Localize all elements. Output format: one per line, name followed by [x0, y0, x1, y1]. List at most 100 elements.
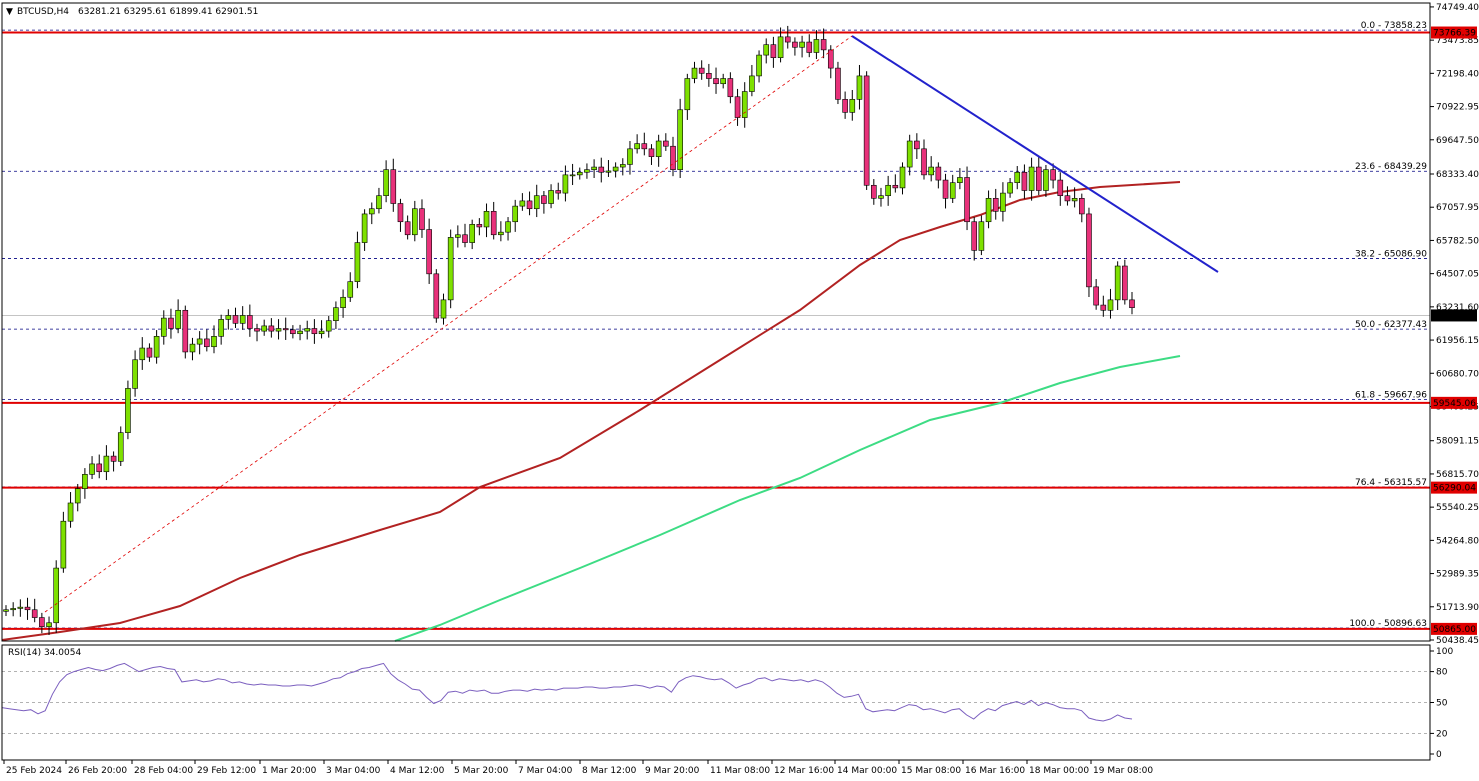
candle-body — [1000, 192, 1006, 212]
rsi-tick-label: 50 — [1436, 699, 1448, 709]
candle-body — [648, 148, 655, 157]
price-tick-label: 69647.50 — [1436, 136, 1479, 146]
candle-body — [770, 44, 777, 58]
candle-body — [1129, 299, 1135, 308]
price-tick-label: 64507.05 — [1436, 270, 1479, 280]
candle-body — [139, 347, 146, 361]
candle-body — [598, 166, 605, 173]
candle-body — [505, 221, 511, 233]
candle-body — [741, 91, 748, 118]
candle-body — [325, 320, 332, 332]
level-price-badge — [1431, 481, 1477, 494]
candle-body — [304, 328, 311, 332]
candle-body — [333, 307, 339, 321]
candle-body — [39, 617, 45, 627]
candle-body — [390, 169, 397, 204]
candle-body — [1071, 198, 1078, 202]
candle-body — [189, 343, 196, 353]
fibo-level-label: 23.6 - 68439.29 — [1355, 162, 1427, 172]
candle-body — [196, 338, 203, 345]
header-triangle: ▼ — [6, 7, 13, 17]
price-tick-label: 51713.90 — [1436, 603, 1479, 613]
candle-body — [1100, 304, 1107, 311]
price-tick-label: 60680.70 — [1436, 369, 1479, 379]
candle-body — [168, 317, 174, 329]
candle-body — [548, 190, 554, 204]
candle-body — [619, 164, 626, 168]
candle-body — [275, 328, 282, 332]
time-tick-label: 3 Mar 04:00 — [326, 766, 381, 776]
rsi-label: RSI(14) 34.0054 — [8, 648, 81, 658]
candle-body — [1086, 213, 1092, 288]
level-price-text: 59545.06 — [1433, 399, 1476, 409]
candle-body — [792, 41, 798, 48]
price-tick-label: 56815.70 — [1436, 470, 1479, 480]
candle-body — [914, 140, 920, 150]
price-level-lines — [2, 29, 1430, 630]
candle-body — [949, 182, 956, 199]
time-tick-label: 5 Mar 20:00 — [454, 766, 509, 776]
candle-body — [46, 622, 52, 627]
time-tick-label: 16 Mar 16:00 — [965, 766, 1025, 776]
level-price-badge — [1431, 396, 1477, 409]
candle-body — [440, 299, 447, 319]
candle-body — [526, 200, 533, 210]
candle-body — [827, 49, 834, 69]
candle-body — [182, 309, 189, 353]
candle-body — [978, 221, 985, 251]
candle-body — [813, 39, 820, 53]
candle-body — [1035, 166, 1042, 191]
candle-body — [153, 336, 160, 358]
moving-averages — [1, 181, 1181, 642]
candle-body — [354, 242, 361, 282]
price-tick-label: 68333.40 — [1436, 170, 1479, 180]
fibo-level-label: 0.0 - 73858.23 — [1361, 21, 1427, 31]
candle-body — [311, 328, 318, 335]
candle-body — [727, 78, 734, 98]
candle-body — [160, 317, 167, 337]
candle-body — [871, 184, 877, 199]
candle-body — [53, 567, 60, 624]
candle-body — [1107, 299, 1114, 311]
candle-body — [1114, 265, 1121, 301]
candle-body — [10, 608, 16, 611]
candle-body — [799, 41, 805, 48]
candle-body — [60, 520, 67, 569]
candle-body — [670, 145, 676, 170]
candle-body — [318, 330, 325, 335]
candle-body — [1050, 169, 1056, 181]
candle-body — [426, 229, 432, 275]
candle-body — [992, 198, 999, 212]
trendlines — [44, 35, 1219, 613]
candle-body — [562, 174, 569, 194]
level-price-badge — [1431, 622, 1477, 635]
candle-body — [110, 455, 117, 462]
candle-body — [519, 200, 526, 207]
candle-body — [698, 67, 705, 74]
candle-body — [361, 213, 368, 243]
candle-body — [512, 205, 519, 223]
candle-body — [964, 177, 970, 223]
price-axis: 74749.40 73473.85 72198.40 70922.95 69647.50… — [1430, 3, 1479, 646]
fibo-level-label: 76.4 - 56315.57 — [1355, 478, 1427, 488]
price-tick-label: 50438.45 — [1436, 636, 1479, 646]
price-tick-label: 58091.15 — [1436, 437, 1479, 447]
candle-body — [1078, 198, 1085, 215]
candle-body — [1122, 265, 1128, 301]
time-tick-label: 12 Mar 16:00 — [774, 766, 834, 776]
rsi-tick-label: 20 — [1436, 729, 1448, 739]
price-tick-label: 73473.85 — [1436, 36, 1479, 46]
fibo-level-label: 38.2 - 65086.90 — [1355, 250, 1427, 260]
candle-body — [1028, 166, 1035, 191]
candle-body — [419, 208, 425, 230]
candle-body — [96, 463, 103, 473]
ohlc-label: 63281.21 63295.61 61899.41 62901.51 — [78, 7, 258, 17]
candle-body — [455, 234, 461, 238]
candle-body — [957, 177, 963, 183]
candle-body — [476, 224, 483, 228]
time-tick-label: 11 Mar 08:00 — [710, 766, 770, 776]
price-tick-label: 70922.95 — [1436, 103, 1479, 113]
candle-body — [878, 195, 884, 199]
candle-body — [247, 315, 253, 329]
